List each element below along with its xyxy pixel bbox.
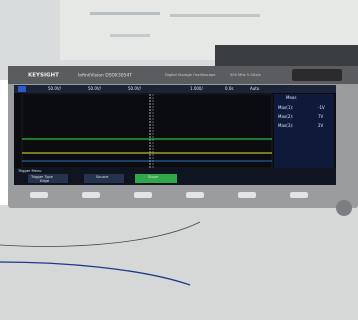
measure-value: 2V <box>318 123 324 128</box>
softkey-value: Edge <box>40 179 50 183</box>
measure-value: 7V <box>318 114 324 119</box>
badge <box>292 69 342 81</box>
softkey-label: Slope <box>148 175 159 179</box>
measure-title: Meas <box>286 95 296 100</box>
mode: Auto <box>250 86 260 91</box>
timebase: 1.000/ <box>190 86 203 91</box>
button[interactable] <box>82 192 100 198</box>
button[interactable] <box>290 192 308 198</box>
writing <box>90 12 160 15</box>
writing <box>110 34 150 37</box>
measure-value: -1V <box>318 105 325 110</box>
model: InfiniiVision DSOX3054T <box>78 73 132 79</box>
writing <box>170 14 260 17</box>
softkey-label: Source <box>96 175 109 179</box>
photo: KEYSIGHT InfiniiVision DSOX3054T Digital… <box>0 0 358 320</box>
button[interactable] <box>238 192 256 198</box>
button[interactable] <box>186 192 204 198</box>
page: {"brand": "KEYSIGHT", "model": "InfiniiV… <box>0 0 358 320</box>
brand: KEYSIGHT <box>28 73 59 79</box>
measure-label: Max(3): <box>278 123 293 128</box>
knob[interactable] <box>336 200 352 216</box>
channel-scale: 50.0V/ <box>128 86 142 91</box>
measure-label: Max(1): <box>278 105 293 110</box>
run-indicator <box>18 86 26 92</box>
desk <box>0 205 358 320</box>
description: Digital Storage Oscilloscope <box>165 73 216 77</box>
specs: 500 MHz 5 GSa/s <box>230 73 261 77</box>
softkey-menu: Trigger Menu <box>17 169 41 173</box>
button[interactable] <box>30 192 48 198</box>
delay: 0.0s <box>225 86 233 91</box>
channel-scale: 50.0V/ <box>48 86 62 91</box>
status-bar <box>14 85 336 93</box>
measure-label: Max(2): <box>278 114 293 119</box>
button[interactable] <box>134 192 152 198</box>
channel-scale: 50.0V/ <box>88 86 102 91</box>
